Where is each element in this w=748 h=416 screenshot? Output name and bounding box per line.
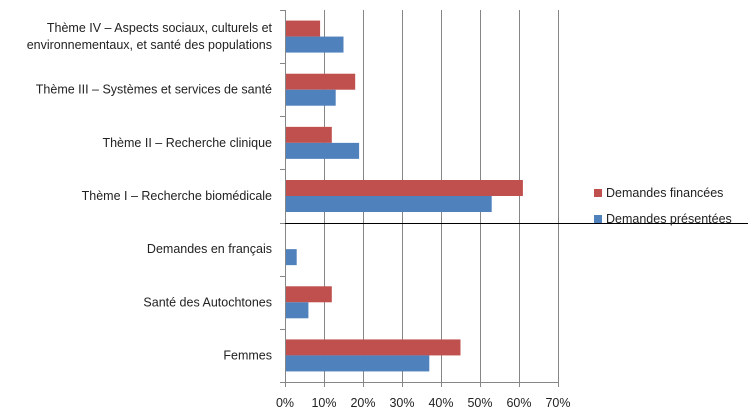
x-tick-label: 60% <box>506 396 531 410</box>
bar-presentees <box>286 249 297 266</box>
bar-financees <box>286 126 332 143</box>
category-label: Femmes <box>223 348 272 362</box>
x-tick-label: 10% <box>311 396 336 410</box>
x-tick-label: 70% <box>545 396 570 410</box>
bar-presentees <box>286 36 344 53</box>
category-label: Thème IV – Aspects sociaux, culturels et <box>47 21 273 35</box>
bar-presentees <box>286 142 360 159</box>
bar-financees <box>286 20 321 37</box>
axes <box>280 10 748 387</box>
category-label: Thème I – Recherche biomédicale <box>82 189 272 203</box>
bar-presentees <box>286 302 309 319</box>
category-label: Santé des Autochtones <box>143 295 272 309</box>
category-labels: Thème IV – Aspects sociaux, culturels et… <box>27 21 273 362</box>
category-label: environnementaux, et santé des populatio… <box>27 38 272 52</box>
category-label: Thème III – Systèmes et services de sant… <box>36 83 272 97</box>
x-tick-labels: 0% 10% 20% 30% 40% 50% 60% 70% <box>276 396 571 410</box>
category-label: Demandes en français <box>147 242 272 256</box>
x-tick-label: 30% <box>389 396 414 410</box>
bar-financees <box>286 339 461 356</box>
legend: Demandes financées Demandes présentées <box>594 186 732 226</box>
legend-swatch <box>594 189 602 197</box>
category-label: Thème II – Recherche clinique <box>102 136 272 150</box>
bar-presentees <box>286 196 492 212</box>
x-tick-label: 20% <box>350 396 375 410</box>
bar-presentees <box>286 355 430 372</box>
legend-label: Demandes présentées <box>606 212 732 226</box>
bars <box>286 20 523 372</box>
legend-label: Demandes financées <box>606 186 723 200</box>
bar-presentees <box>286 89 336 106</box>
bar-financees <box>286 73 356 90</box>
x-tick-label: 50% <box>467 396 492 410</box>
x-tick-label: 40% <box>428 396 453 410</box>
bar-financees <box>286 286 332 303</box>
legend-swatch <box>594 215 602 223</box>
bar-financees <box>286 180 523 196</box>
x-tick-label: 0% <box>276 396 294 410</box>
